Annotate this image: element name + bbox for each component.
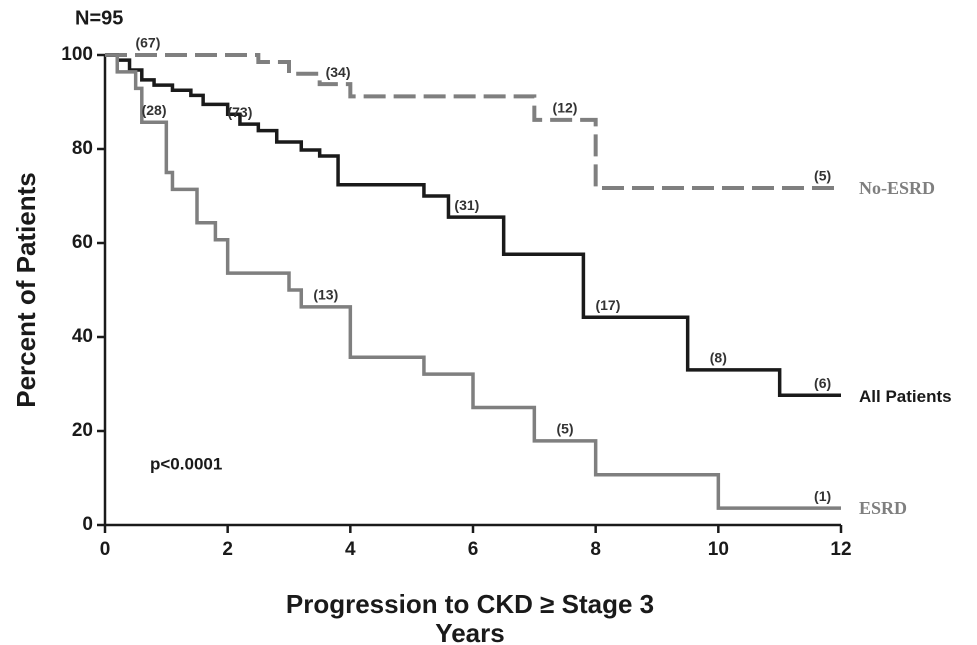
- at-risk-label: (6): [814, 375, 831, 391]
- at-risk-label: (28): [142, 102, 167, 118]
- y-axis-title: Percent of Patients: [11, 172, 41, 408]
- at-risk-label: (31): [454, 197, 479, 213]
- x-tick-label: 10: [708, 539, 729, 560]
- at-risk-label: (13): [313, 287, 338, 303]
- survival-curve: [105, 53, 841, 398]
- y-tick-label: 40: [72, 326, 93, 347]
- at-risk-label: (5): [814, 168, 831, 184]
- y-tick-label: 20: [72, 420, 93, 441]
- y-tick-label: 0: [82, 514, 93, 535]
- at-risk-label: (12): [553, 100, 578, 116]
- at-risk-label: (73): [227, 104, 252, 120]
- y-tick-label: 80: [72, 138, 93, 159]
- y-tick-label: 60: [72, 232, 93, 253]
- series-label: All Patients: [859, 387, 952, 406]
- at-risk-label: (17): [595, 297, 620, 313]
- at-risk-label: (8): [710, 350, 727, 366]
- at-risk-label: (67): [135, 35, 160, 51]
- at-risk-label: (5): [556, 421, 573, 437]
- series-label: No-ESRD: [859, 178, 935, 198]
- x-tick-label: 2: [222, 539, 233, 560]
- sample-size: N=95: [75, 7, 123, 29]
- x-tick-label: 0: [100, 539, 111, 560]
- at-risk-label: (34): [326, 64, 351, 80]
- x-tick-label: 8: [590, 539, 601, 560]
- x-tick-label: 6: [468, 539, 479, 560]
- x-tick-label: 12: [830, 539, 851, 560]
- series-label: ESRD: [859, 498, 907, 518]
- survival-curve: [105, 53, 841, 191]
- p-value: p<0.0001: [150, 454, 222, 473]
- x-axis-title: Progression to CKD ≥ Stage 3: [286, 589, 654, 619]
- y-tick-label: 100: [61, 44, 93, 65]
- x-axis-title: Years: [435, 618, 504, 645]
- x-tick-label: 4: [345, 539, 356, 560]
- survival-curve: [105, 53, 841, 510]
- at-risk-label: (1): [814, 488, 831, 504]
